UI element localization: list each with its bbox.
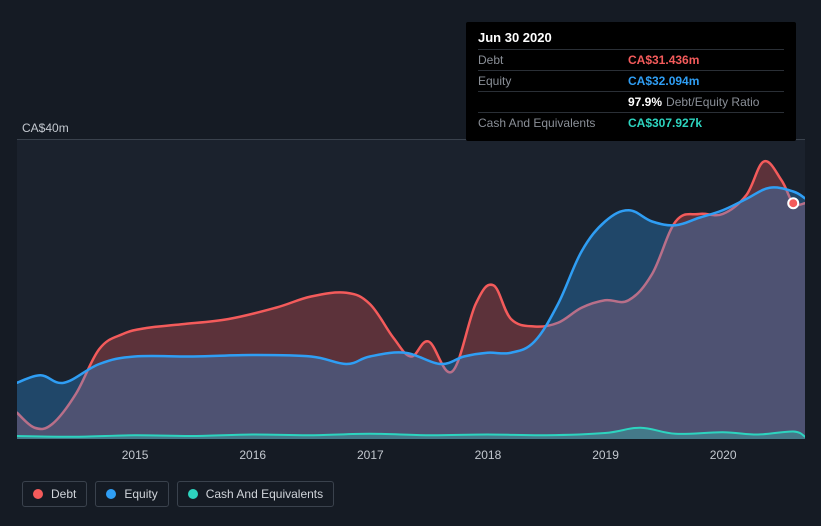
tooltip-row: Cash And EquivalentsCA$307.927k: [478, 112, 784, 133]
hover-marker-icon: [788, 198, 798, 208]
tooltip-row-value: 97.9%Debt/Equity Ratio: [628, 95, 759, 109]
tooltip-row-value: CA$307.927k: [628, 116, 702, 130]
chart-legend: Debt Equity Cash And Equivalents: [22, 481, 334, 507]
area-chart[interactable]: [17, 139, 805, 439]
tooltip-row-label: [478, 95, 628, 109]
legend-item-debt[interactable]: Debt: [22, 481, 87, 507]
legend-item-cash[interactable]: Cash And Equivalents: [177, 481, 334, 507]
tooltip-row: DebtCA$31.436m: [478, 49, 784, 70]
tooltip-row-subtext: Debt/Equity Ratio: [666, 95, 759, 109]
tooltip-row-label: Cash And Equivalents: [478, 116, 628, 130]
tooltip-row-value: CA$31.436m: [628, 53, 699, 67]
legend-item-equity[interactable]: Equity: [95, 481, 168, 507]
tooltip-row: 97.9%Debt/Equity Ratio: [478, 91, 784, 112]
legend-label: Equity: [124, 487, 157, 501]
equity-legend-dot-icon: [106, 489, 116, 499]
tooltip-row-value: CA$32.094m: [628, 74, 699, 88]
chart-tooltip: Jun 30 2020 DebtCA$31.436mEquityCA$32.09…: [466, 22, 796, 141]
tooltip-date: Jun 30 2020: [478, 30, 784, 45]
cash-legend-dot-icon: [188, 489, 198, 499]
y-axis-label-top: CA$40m: [22, 121, 69, 135]
tooltip-row-label: Debt: [478, 53, 628, 67]
x-axis-labels: 201520162017201820192020: [17, 448, 805, 464]
legend-label: Debt: [51, 487, 76, 501]
debt-legend-dot-icon: [33, 489, 43, 499]
tooltip-row: EquityCA$32.094m: [478, 70, 784, 91]
legend-label: Cash And Equivalents: [206, 487, 323, 501]
tooltip-row-label: Equity: [478, 74, 628, 88]
